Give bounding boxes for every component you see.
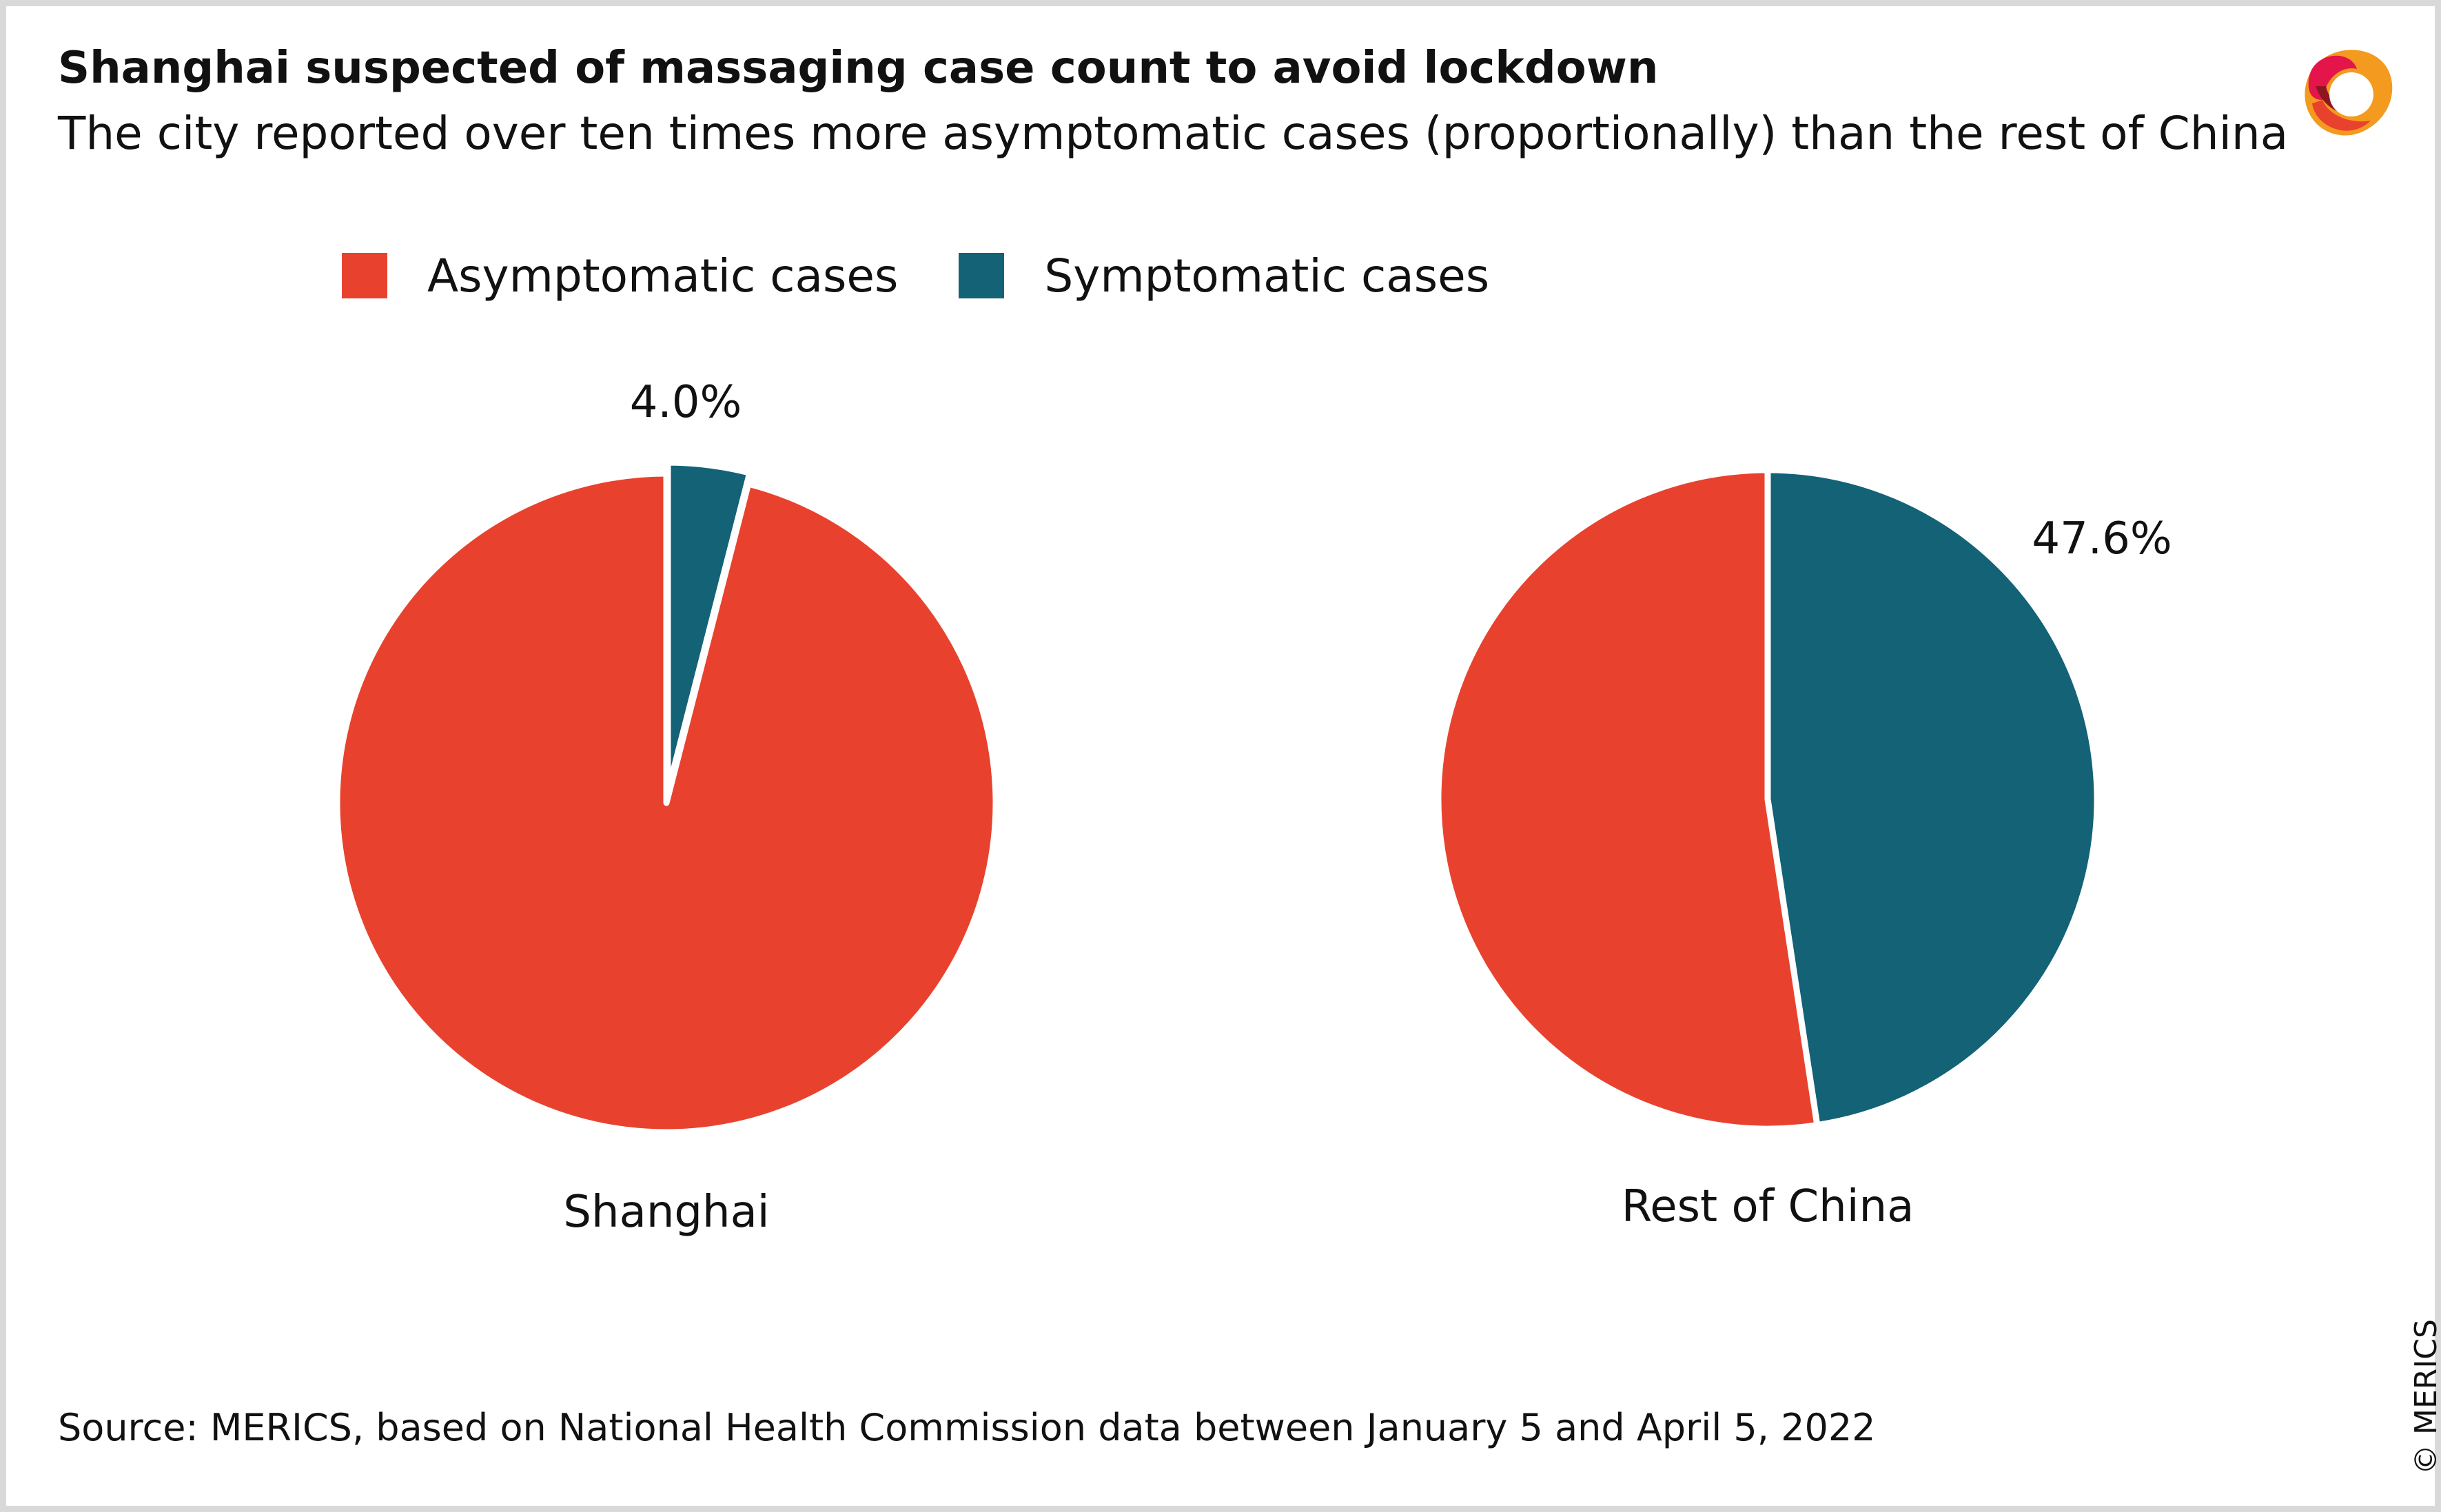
chart-title: Shanghai suspected of massaging case cou… [58, 43, 1659, 94]
legend: Asymptomatic cases Symptomatic cases [342, 245, 1550, 307]
merics-logo-icon [2305, 50, 2393, 136]
pie-slice-asymptomatic-cases [1435, 467, 1821, 1132]
legend-swatch-symptomatic [959, 253, 1005, 298]
legend-swatch-asymptomatic [342, 253, 387, 298]
pie-1 [1435, 467, 2101, 1132]
pie-0 [334, 459, 999, 1136]
pie-title: Rest of China [1622, 1181, 1914, 1232]
slice-value-label: 4.0% [630, 377, 742, 428]
pie-title: Shanghai [563, 1187, 769, 1238]
chart-subtitle: The city reported over ten times more as… [58, 107, 2289, 160]
pie-slice-asymptomatic-cases [334, 470, 999, 1136]
legend-item-symptomatic: Symptomatic cases [959, 249, 1489, 303]
legend-label-symptomatic: Symptomatic cases [1044, 249, 1490, 303]
source-note: Source: MERICS, based on National Health… [58, 1406, 1876, 1449]
legend-label-asymptomatic: Asymptomatic cases [427, 249, 899, 303]
copyright-note: © MERICS [2409, 1319, 2441, 1475]
slice-value-label: 47.6% [2032, 513, 2172, 564]
legend-item-asymptomatic: Asymptomatic cases [342, 249, 898, 303]
pie-slice-symptomatic-cases [1764, 467, 2101, 1129]
